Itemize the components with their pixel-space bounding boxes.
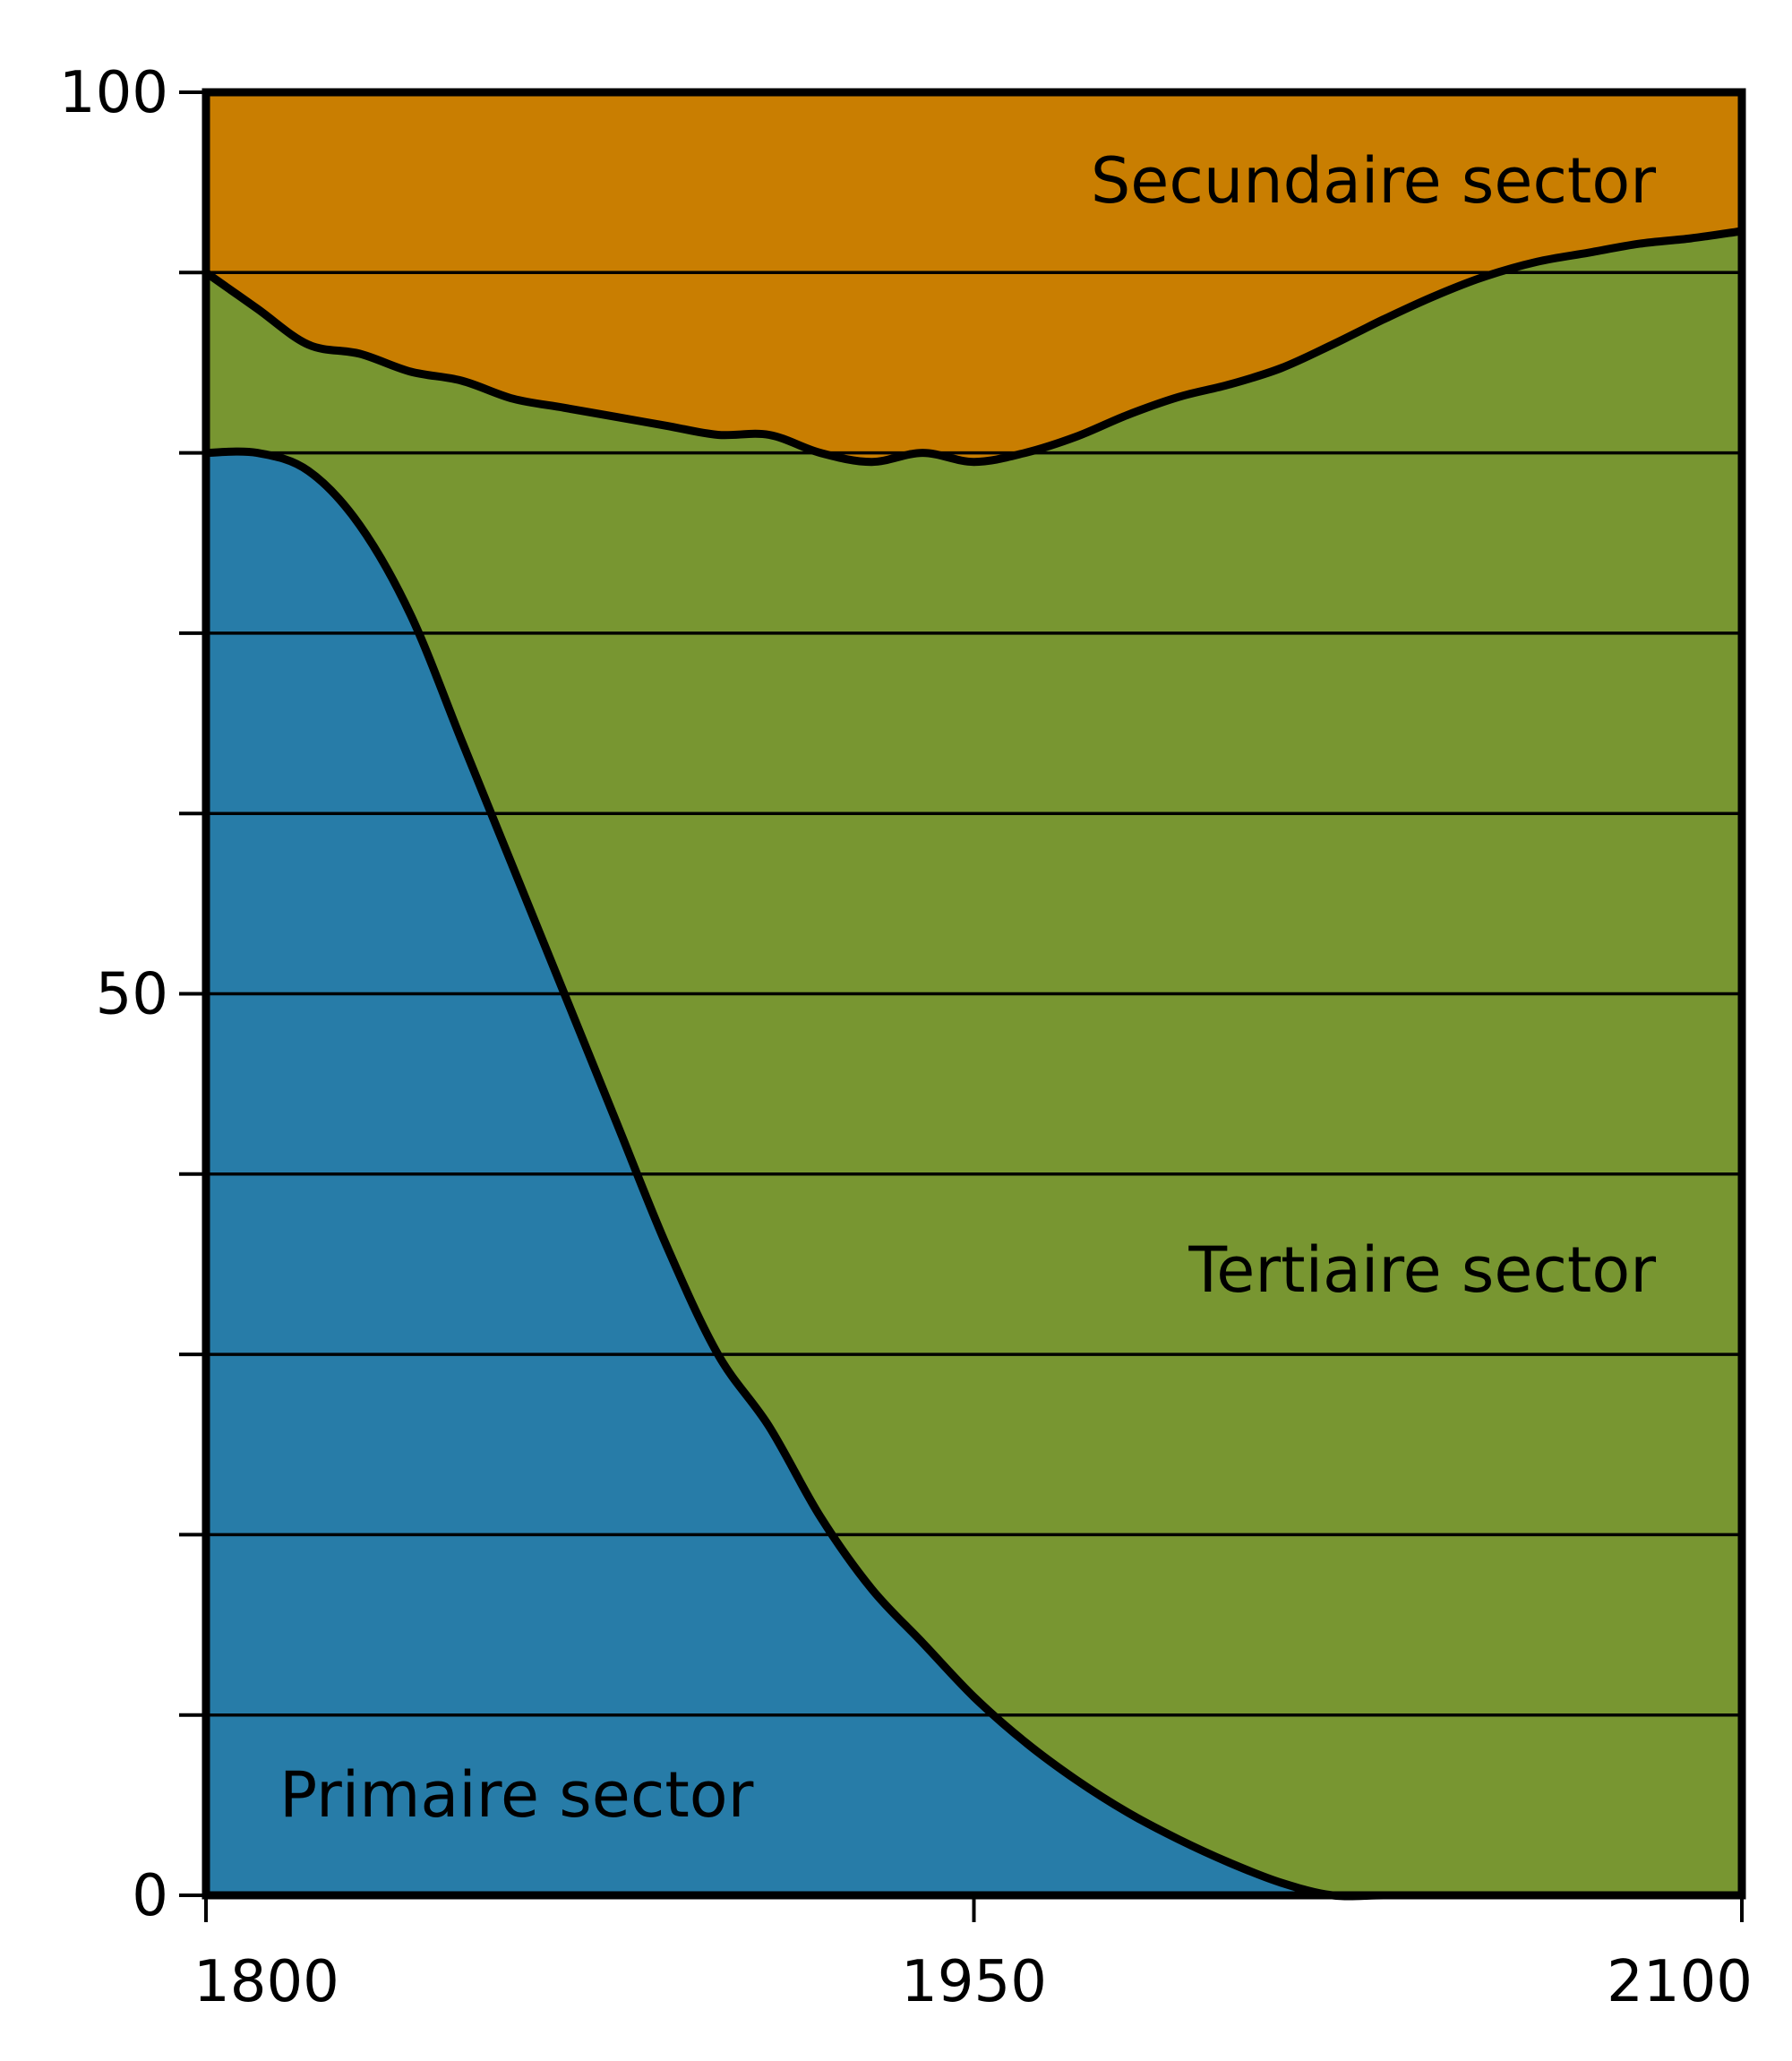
label-secundaire-sector: Secundaire sector (1091, 144, 1656, 218)
x-tick-label: 1950 (901, 1949, 1047, 2015)
x-tick-label: 1800 (193, 1949, 339, 2015)
area-labels: Primaire sector Tertiaire sector Secundair… (279, 144, 1656, 1832)
y-tick-label: 0 (132, 1863, 168, 1929)
y-tick-label: 50 (96, 962, 168, 1028)
y-axis-ticks: 0 50 100 (59, 60, 206, 1929)
x-axis-ticks: 1800 1950 2100 (193, 1895, 1753, 2015)
boundary-line (203, 227, 1743, 467)
label-primaire-sector: Primaire sector (279, 1758, 754, 1832)
y-tick-label: 100 (59, 60, 168, 126)
x-tick-label: 2100 (1607, 1949, 1753, 2015)
label-tertiaire-sector: Tertiaire sector (1188, 1233, 1656, 1307)
